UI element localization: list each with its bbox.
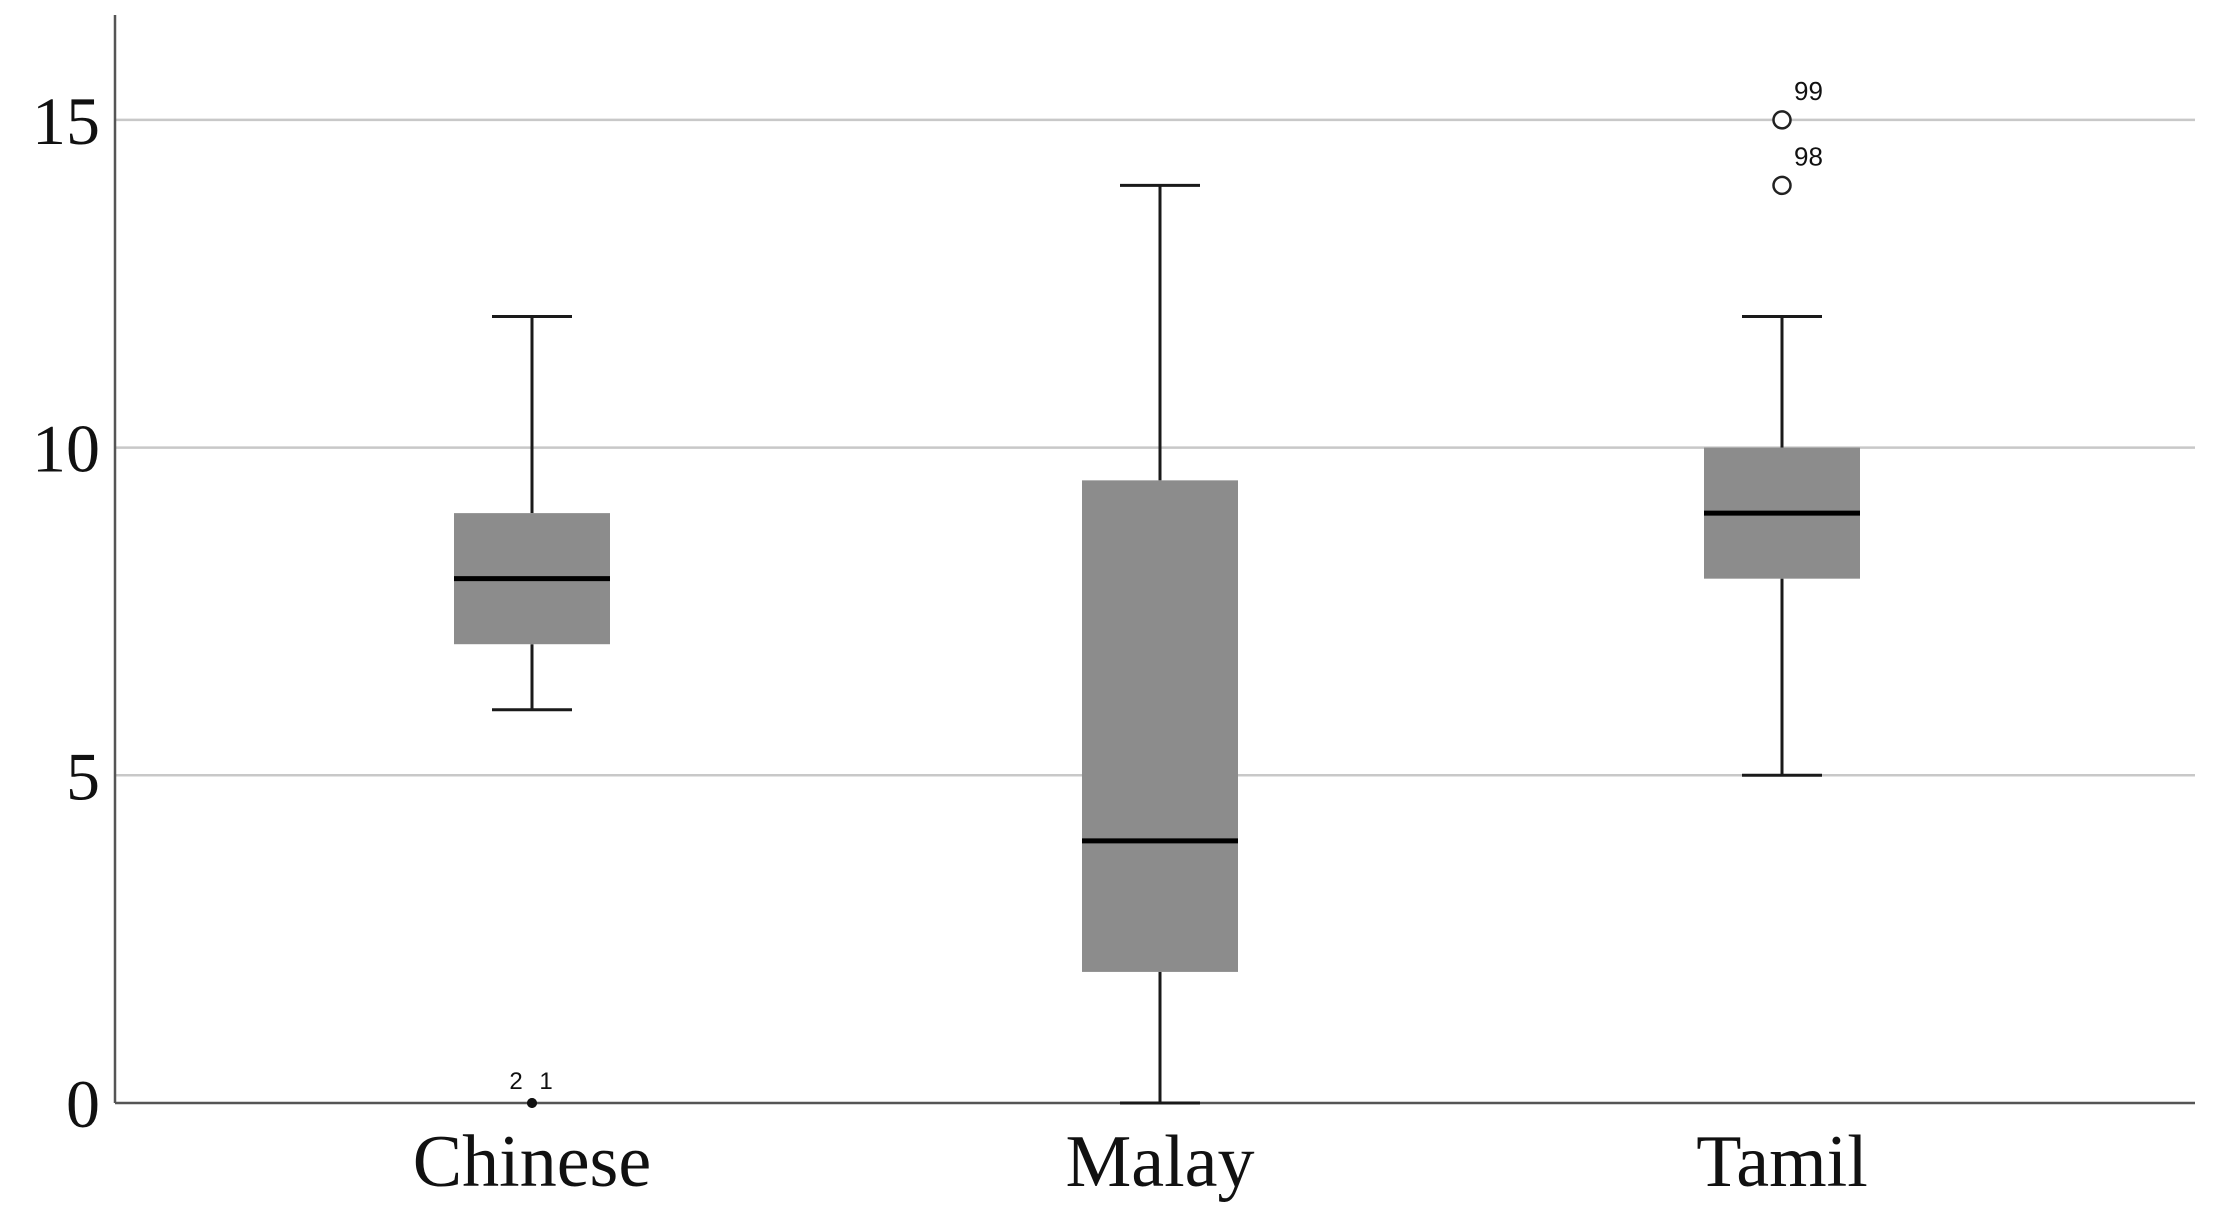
x-tick-label-tamil: Tamil bbox=[1696, 1121, 1868, 1203]
outlier-label-tamil-99: 99 bbox=[1794, 76, 1823, 106]
outlier-point-tamil-98 bbox=[1772, 175, 1792, 196]
x-tick-label-chinese: Chinese bbox=[413, 1121, 651, 1203]
y-tick-label-5: 5 bbox=[66, 738, 100, 814]
y-tick-label-15: 15 bbox=[32, 83, 100, 159]
x-tick-label-malay: Malay bbox=[1065, 1121, 1254, 1203]
outlier-point-tamil-99 bbox=[1772, 110, 1792, 130]
box-malay bbox=[1082, 480, 1238, 972]
y-tick-label-10: 10 bbox=[32, 411, 100, 487]
outlier-label-chinese-2: 2 bbox=[509, 1068, 522, 1095]
outlier-point-chinese-1 bbox=[527, 1098, 537, 1108]
y-tick-label-0: 0 bbox=[66, 1066, 100, 1142]
outlier-label-tamil-98: 98 bbox=[1794, 141, 1823, 171]
outlier-label-chinese-1: 1 bbox=[539, 1068, 552, 1095]
